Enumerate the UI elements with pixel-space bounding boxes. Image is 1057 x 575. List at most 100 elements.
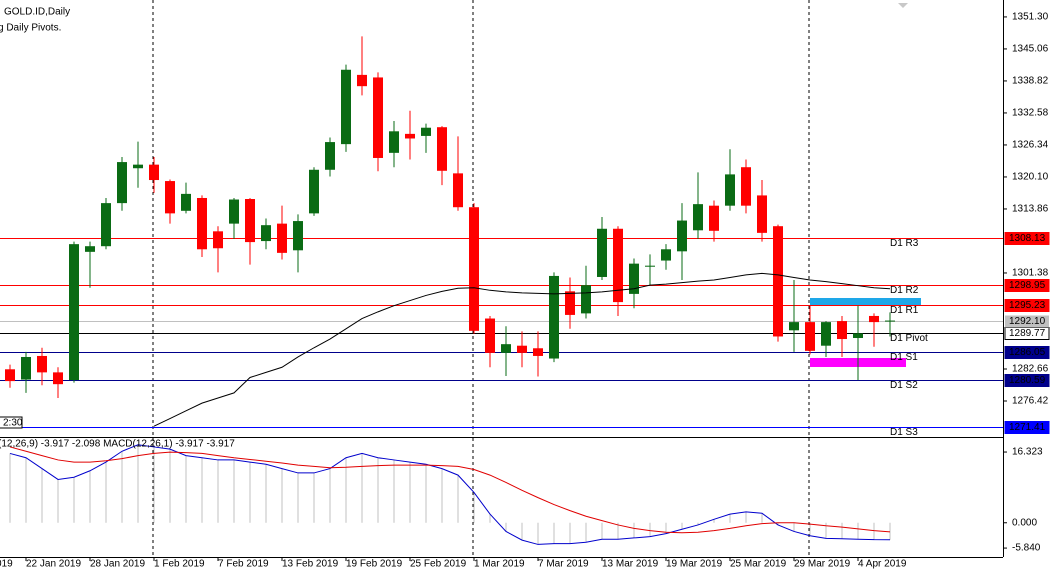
y-tick-label: -5.840 <box>1012 543 1041 554</box>
candle-body <box>261 225 271 242</box>
x-tick-label: 29 Mar 2019 <box>794 559 851 570</box>
x-tick-label: 19 Feb 2019 <box>346 559 403 570</box>
candle-body <box>229 199 239 224</box>
x-tick-label: 7 Feb 2019 <box>218 559 269 570</box>
candle-body <box>613 228 623 303</box>
price-box <box>1004 279 1050 292</box>
x-tick-label: 25 Feb 2019 <box>410 559 467 570</box>
candle-body <box>501 344 511 353</box>
candle-body <box>821 322 831 346</box>
pivot-level-label: D1 Pivot <box>890 333 928 344</box>
time-box <box>0 416 23 429</box>
candle-body <box>565 291 575 315</box>
candle-body <box>549 275 559 359</box>
candle-body <box>389 131 399 153</box>
price-box-label: 1308.13 <box>1009 233 1046 244</box>
x-tick-label: 25 Mar 2019 <box>730 559 787 570</box>
macd-line <box>9 446 891 534</box>
candle-body <box>149 164 159 181</box>
marks <box>0 36 1003 545</box>
y-tick-label: 1282.66 <box>1012 364 1049 375</box>
candle-body <box>885 320 895 322</box>
candle-body <box>213 231 223 249</box>
candle-body <box>517 345 527 353</box>
y-tick-label: 1351.30 <box>1012 12 1049 23</box>
price-box <box>1004 374 1050 387</box>
candle-body <box>21 356 31 380</box>
candle-body <box>101 203 111 247</box>
price-box <box>1004 346 1050 359</box>
x-tick-label: 13 Feb 2019 <box>282 559 339 570</box>
candle-body <box>741 167 751 206</box>
price-box <box>1004 232 1050 245</box>
price-box-label: 1298.95 <box>1009 280 1046 291</box>
candle-body <box>117 162 127 204</box>
y-tick-label: 1313.86 <box>1012 204 1049 215</box>
candle-body <box>133 164 143 169</box>
candle-body <box>693 204 703 231</box>
candle-body <box>373 77 383 158</box>
price-box <box>1004 299 1050 312</box>
candle-body <box>853 333 863 339</box>
candle-body <box>277 223 287 253</box>
candle-body <box>757 195 767 233</box>
price-box-label: 1271.41 <box>1009 422 1046 433</box>
y-tick-label: 1345.06 <box>1012 44 1049 55</box>
candle-body <box>485 318 495 353</box>
candle-body <box>597 228 607 277</box>
candle-body <box>421 127 431 136</box>
price-box-label: 1280.59 <box>1009 375 1046 386</box>
x-tick-label: 019 <box>0 559 13 570</box>
candle-body <box>69 244 79 381</box>
y-tick-label: 1276.42 <box>1012 396 1049 407</box>
candle-body <box>5 369 15 382</box>
candle-body <box>661 249 671 261</box>
x-tick-label: 13 Mar 2019 <box>602 559 659 570</box>
time-box-text: 2:30 <box>3 418 23 429</box>
candle-body <box>453 173 463 208</box>
x-tick-label: 28 Jan 2019 <box>90 559 145 570</box>
x-tick-label: 1 Feb 2019 <box>154 559 205 570</box>
x-tick-label: 4 Apr 2019 <box>858 559 907 570</box>
candle-body <box>245 199 255 243</box>
y-tick-label: 16.323 <box>1012 447 1043 458</box>
pivot-level-label: D1 S3 <box>890 427 918 438</box>
chart-title: GOLD.ID,Daily <box>4 7 70 18</box>
candle-body <box>837 321 847 340</box>
price-box <box>1004 421 1050 434</box>
candle-body <box>869 315 879 323</box>
pivot-level-label: D1 R1 <box>890 305 919 316</box>
candle-body <box>197 197 207 250</box>
candle-body <box>341 69 351 145</box>
y-tick-label: 0.000 <box>1012 517 1037 528</box>
candle-body <box>725 174 735 206</box>
candle-body <box>629 263 639 294</box>
candle-body <box>645 265 655 267</box>
candle-body <box>165 181 175 214</box>
y-tick-label: 1332.58 <box>1012 108 1049 119</box>
y-tick-label: 1301.38 <box>1012 268 1049 279</box>
price-box-label: 1286.05 <box>1009 347 1046 358</box>
moving-average <box>153 272 891 427</box>
candle-body <box>181 193 191 211</box>
candle-body <box>581 285 591 314</box>
price-box-label: 1292.10 <box>1009 316 1046 327</box>
candle-body <box>357 74 367 87</box>
candle-body <box>773 226 783 337</box>
y-tick-label: 1338.82 <box>1012 76 1049 87</box>
y-tick-label: 1320.10 <box>1012 172 1049 183</box>
resistance-zone <box>810 298 921 306</box>
x-tick-label: 19 Mar 2019 <box>666 559 723 570</box>
candle-body <box>405 133 415 139</box>
pivot-level-label: D1 S1 <box>890 352 918 363</box>
indicator-name: g Daily Pivots. <box>0 23 61 34</box>
shift-marker <box>898 3 908 8</box>
macd-line <box>9 444 891 545</box>
price-box-label: 1289.77 <box>1009 328 1046 339</box>
candle-body <box>309 169 319 214</box>
candle-body <box>293 221 303 251</box>
price-box-label: 1295.23 <box>1009 300 1046 311</box>
candle-body <box>325 142 335 170</box>
